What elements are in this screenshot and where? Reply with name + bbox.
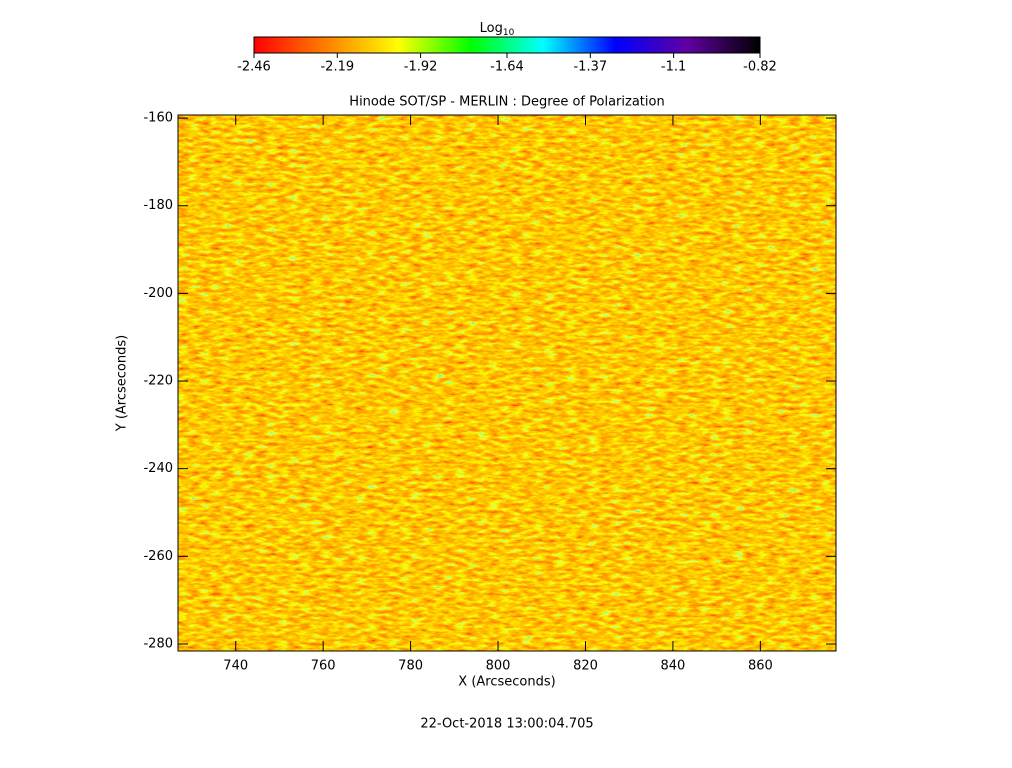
footer-timestamp: 22-Oct-2018 13:00:04.705 <box>420 717 593 732</box>
x-tick-label: 740 <box>223 659 248 674</box>
colorbar-tick-label: -1.92 <box>404 60 438 75</box>
plot-frame <box>177 114 837 652</box>
colorbar-label: Log10 <box>480 21 515 38</box>
chart-title: Hinode SOT/SP - MERLIN : Degree of Polar… <box>349 95 664 110</box>
y-tick-label: -180 <box>143 198 173 213</box>
y-tick-label: -160 <box>143 111 173 126</box>
x-tick-label: 820 <box>573 659 598 674</box>
polarization-map <box>178 115 836 651</box>
x-tick-label: 840 <box>661 659 686 674</box>
colorbar-tick-label: -2.19 <box>320 60 354 75</box>
x-tick-label: 780 <box>398 659 423 674</box>
colorbar-tick-label: -1.64 <box>490 60 524 75</box>
y-axis-label: Y (Arcseconds) <box>115 335 130 432</box>
x-tick-label: 860 <box>748 659 773 674</box>
colorbar-tick-label: -1.1 <box>661 60 686 75</box>
y-tick-label: -220 <box>143 374 173 389</box>
colorbar-tick-label: -0.82 <box>743 60 777 75</box>
y-tick-label: -240 <box>143 461 173 476</box>
y-tick-label: -200 <box>143 286 173 301</box>
colorbar-label-subscript: 10 <box>503 28 515 38</box>
colorbar <box>253 36 761 54</box>
colorbar-tick-label: -2.46 <box>237 60 271 75</box>
y-tick-label: -260 <box>143 549 173 564</box>
x-tick-label: 760 <box>311 659 336 674</box>
x-axis-label: X (Arcseconds) <box>458 675 555 690</box>
x-tick-label: 800 <box>486 659 511 674</box>
y-tick-label: -280 <box>143 636 173 651</box>
colorbar-label-text: Log <box>480 21 503 36</box>
colorbar-tick-label: -1.37 <box>573 60 607 75</box>
